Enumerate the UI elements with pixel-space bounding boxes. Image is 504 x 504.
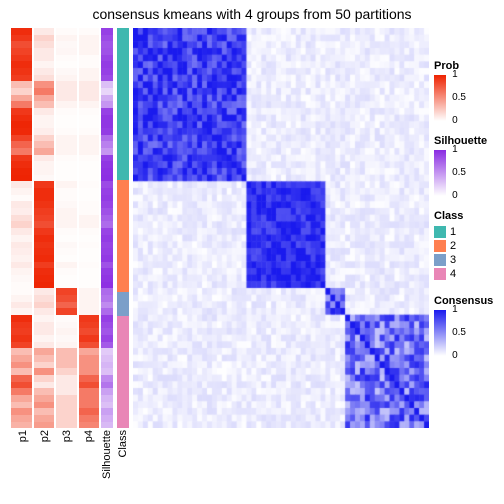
- legend-consensus-gradient: [434, 310, 446, 356]
- legend-prob: Prob 10.50: [434, 60, 502, 121]
- class-column: [117, 28, 129, 428]
- legend-class-swatch: [434, 254, 446, 266]
- legend-tick: 1: [452, 305, 458, 315]
- legend-tick: 0: [452, 351, 458, 361]
- legend-tick: 0: [452, 116, 458, 126]
- legend-tick: 0.5: [452, 328, 466, 338]
- legend-class-row-4: 4: [434, 267, 502, 281]
- anno-label-p2: p2: [39, 430, 51, 442]
- class-seg-3: [117, 292, 129, 316]
- legend-consensus: Consensus 10.50: [434, 295, 502, 356]
- legend-prob-gradient: [434, 75, 446, 121]
- legend-tick: 0.5: [452, 168, 466, 178]
- class-seg-1: [117, 28, 129, 180]
- chart-title: consensus kmeans with 4 groups from 50 p…: [0, 6, 504, 22]
- legend-class-label: 4: [450, 268, 456, 280]
- legend-tick: 1: [452, 145, 458, 155]
- legend-class-swatch: [434, 226, 446, 238]
- legend-class-label: 3: [450, 254, 456, 266]
- legend-class-swatch: [434, 240, 446, 252]
- legend-tick: 1: [452, 70, 458, 80]
- class-axis-label: Class: [117, 430, 129, 461]
- class-seg-4: [117, 316, 129, 428]
- legend-tick: 0: [452, 191, 458, 201]
- anno-col-p4: [79, 28, 100, 428]
- legend-consensus-title: Consensus: [434, 295, 502, 307]
- legend-area: Prob 1 0.5 0 Silhouette 1 0.5 0 Class 1 2 3 4 C…: [434, 60, 502, 370]
- legend-class-row-3: 3: [434, 253, 502, 267]
- consensus-heatmap: [133, 28, 429, 428]
- legend-prob-title: Prob: [434, 60, 502, 72]
- anno-col-p3: [56, 28, 77, 428]
- legend-silhouette: Silhouette 10.50: [434, 135, 502, 196]
- legend-tick: 0.5: [452, 93, 466, 103]
- legend-class-label: 2: [450, 240, 456, 252]
- anno-label-p3: p3: [61, 430, 73, 442]
- legend-silhouette-gradient: [434, 150, 446, 196]
- legend-silhouette-title: Silhouette: [434, 135, 502, 147]
- silhouette-axis-label: Silhouette: [101, 430, 113, 482]
- legend-class-row-2: 2: [434, 239, 502, 253]
- legend-class-title: Class: [434, 210, 502, 222]
- class-seg-2: [117, 180, 129, 292]
- legend-class: Class 1 2 3 4: [434, 210, 502, 281]
- legend-class-row-1: 1: [434, 225, 502, 239]
- anno-col-p1: [11, 28, 32, 428]
- anno-label-p4: p4: [83, 430, 95, 442]
- anno-col-p2: [34, 28, 55, 428]
- annotation-columns: [11, 28, 99, 428]
- silhouette-column: [101, 28, 113, 428]
- anno-label-p1: p1: [17, 430, 29, 442]
- legend-class-swatch: [434, 268, 446, 280]
- legend-class-label: 1: [450, 226, 456, 238]
